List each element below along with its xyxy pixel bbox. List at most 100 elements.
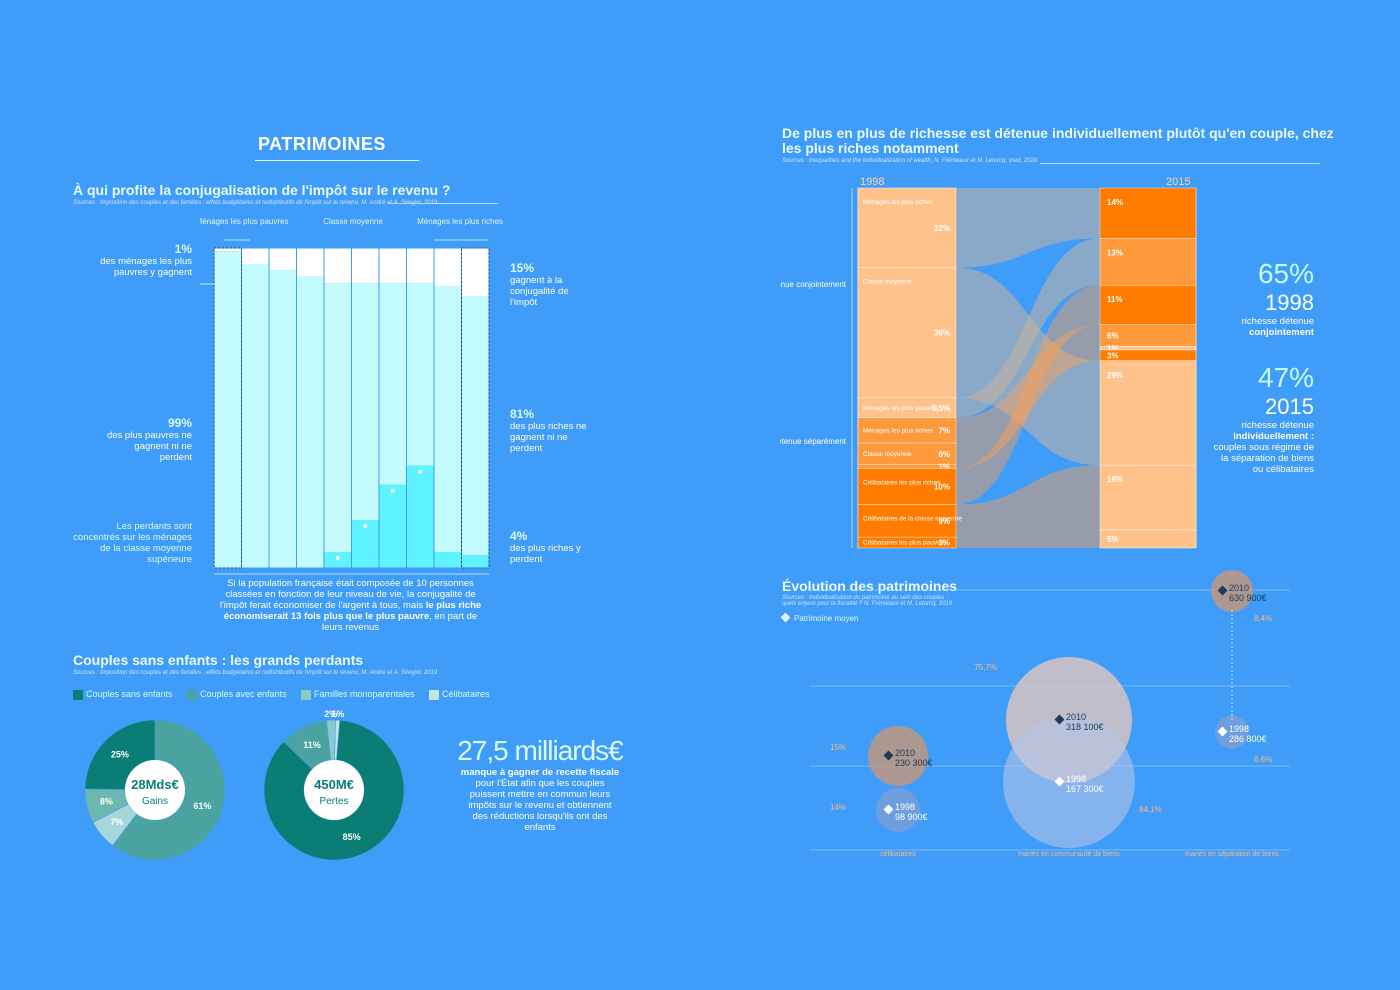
right-annot-b-pct: 81% [510,407,535,421]
right-annot-a-pct: 15% [510,261,535,275]
bar-gain [324,248,352,284]
legend-label: Célibataires [442,689,490,699]
sankey-left-label: Célibataires les plus riches [863,479,941,486]
pie-label: 1% [331,709,344,719]
header-right: Ménages les plus riches [417,217,503,226]
sankey-right-node [1099,238,1197,286]
loser-dot [335,556,340,560]
pie-center-value: 450M€ [314,777,354,792]
right-annot-c-pct: 4% [510,529,528,543]
stat1-year: 1998 [1265,290,1314,315]
point-share: 6,6% [1254,755,1272,764]
sankey-right-value: 3% [1107,351,1119,360]
sankey-left-value: 36% [934,329,950,338]
bar-lose [379,484,407,568]
sankey-right-value: 1% [1107,344,1119,353]
diamond-icon [883,804,894,815]
big-stat-text: pour l'État afin que les couples puissen… [468,778,612,833]
bar-neutral [461,296,489,556]
bar-gain [241,248,269,264]
bubble [868,726,928,786]
chart2-source: Sources : Imposition des couples et des … [73,670,438,676]
sankey-right-value: 18% [1107,475,1123,484]
bar-lose [434,552,462,568]
sankey-right-value: 13% [1107,248,1123,257]
sankey-left-value: 10% [934,482,950,491]
sankey-left-value: 1% [938,463,950,472]
diamond-icon [1054,776,1065,787]
point-value: 286 800€ [1229,734,1267,744]
chart2-title: Couples sans enfants : les grands perdan… [73,652,364,668]
point-value: 318 100€ [1066,722,1104,732]
sankey-left-value: 22% [934,224,950,233]
legend-swatch [73,689,83,700]
stat2-text2: couples sous régime de la séparation de … [1213,442,1314,475]
bar-neutral [379,283,407,485]
point-value: 98 900€ [895,812,928,822]
sankey-right-value: 14% [1107,198,1123,207]
diamond-icon [1054,714,1065,725]
sankey-flow [956,350,1100,469]
legend-label: Familles monoparentales [314,689,415,699]
sankey-right-node [1099,360,1197,466]
left-annot-b: 99% des plus pauvres ne gagnent ni ne pe… [100,416,192,463]
sankey-right-node [1099,284,1197,325]
point-value: 230 300€ [895,758,933,768]
legend-label: Patrimoine moyen [794,614,859,623]
chart3-title: De plus en plus de richesse est détenue … [782,125,1334,156]
pie-label: 2% [324,709,337,719]
bubble [1003,716,1135,848]
stat1-bold: conjointement [1249,327,1314,338]
bar-neutral [406,283,434,466]
x-label: mariés en communauté de biens [1018,851,1120,858]
sankey-left-label: Célibataires de la classe moyenne [863,516,962,523]
pie-label: 7% [110,817,123,827]
caption-bold: le plus riche économiserait 13 fois plus… [223,600,482,622]
legend-item: Familles monoparentales [301,689,415,700]
pie-center [304,760,364,820]
bar-neutral [324,283,352,552]
sankey-left-label: Ménages les plus pauvres [863,405,939,412]
pie-center-label: Pertes [320,796,349,807]
sankey-left-label: Classe moyenne [863,451,912,458]
chart4-source: Sources : Individualisation du patrimoin… [782,595,953,607]
sankey-left-value: 7% [938,426,950,435]
sankey-left-value: 5,5% [932,404,950,413]
chart3-source: Sources : Inequalities and the individua… [782,158,1038,164]
sankey-left-node [857,536,957,549]
sankey-left-value: 9% [938,517,950,526]
sankey-flow [956,238,1100,418]
left-annot-b-pct: 99% [167,416,192,430]
chart1-title-rule [388,203,498,204]
bubble [1211,570,1253,612]
sankey-left-node [857,417,957,444]
point-value: 630 900€ [1229,593,1267,603]
sankey-left-node [857,468,957,505]
point-year: 2010 [895,748,915,758]
point-share: 84,1% [1139,805,1162,814]
bar-neutral [214,251,242,568]
bar-neutral [351,283,379,520]
point-share: 75,7% [974,663,997,672]
point-year: 1998 [1229,724,1249,734]
chart4-legend: Patrimoine moyen [780,612,859,623]
side-label-a: Richesse détenue conjointement [780,280,847,289]
pie-label: 25% [111,749,129,759]
legend-item: Couples avec enfants [187,689,287,700]
legend-swatch [187,689,198,700]
right-annot-c: 4% des plus riches y perdent [510,529,590,565]
poorest-frame [213,247,242,569]
sankey-flow [956,324,1100,444]
stat2-bold: individuellement : [1233,431,1314,442]
point-share: 15% [830,743,846,752]
sankey-left-value: 6% [938,450,950,459]
section-underline [255,160,419,161]
sankey-right-value: 5% [1107,535,1119,544]
sankey-right-node [1099,529,1197,549]
sankey-left-label: Ménages les plus riches [863,427,933,434]
bar-gain [214,248,242,252]
year-left: 1998 [860,176,884,188]
